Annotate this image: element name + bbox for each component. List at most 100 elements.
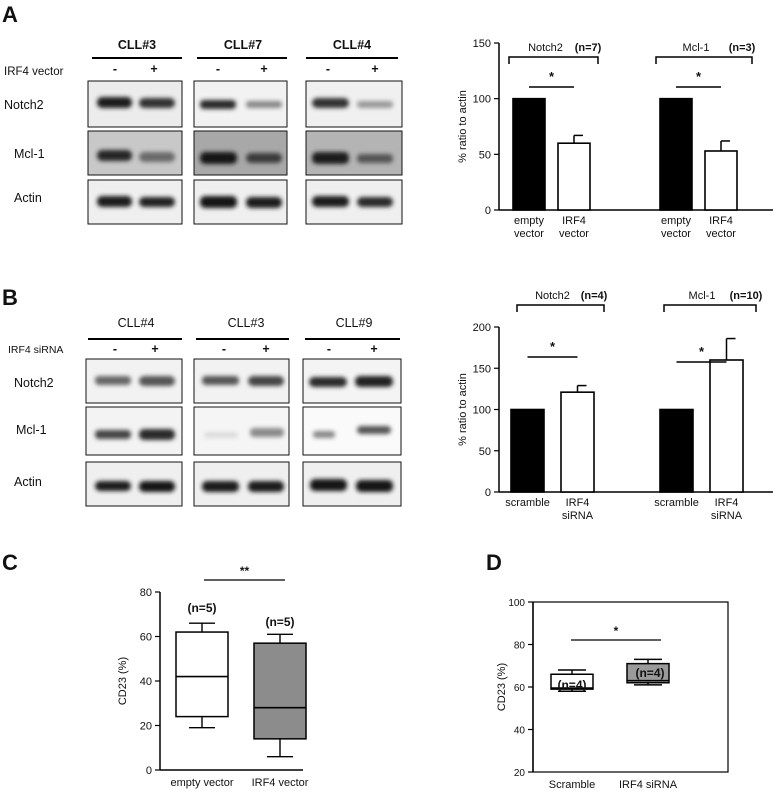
blot-band <box>357 426 391 434</box>
box <box>175 631 229 718</box>
blot-a-lane-plus-2: + <box>260 62 267 76</box>
blot-b-sample-2: CLL#3 <box>228 316 265 330</box>
blot-a-sample-3: CLL#4 <box>333 38 371 52</box>
blot-a-lane-plus-3: + <box>371 62 378 76</box>
blot-band <box>357 197 393 207</box>
blot-band <box>202 376 239 385</box>
blot-band <box>246 197 282 208</box>
blot-band <box>248 481 284 492</box>
x-tick-label: IRF4 <box>566 497 590 509</box>
bar <box>512 97 546 211</box>
group-title: Notch2 <box>528 42 563 54</box>
y-axis-label: CD23 (%) <box>117 657 129 705</box>
blot-band <box>97 97 132 108</box>
western-blot-b: CLL#4 CLL#3 CLL#9 IRF4 siRNA - + - + - +… <box>8 316 402 507</box>
blot-band <box>312 196 349 207</box>
x-tick-label: scramble <box>654 497 699 509</box>
bar <box>659 408 694 493</box>
blot-band <box>139 429 175 440</box>
y-tick-label: 150 <box>473 38 491 50</box>
panel-label-d: D <box>486 550 502 575</box>
blot-b-lane-minus-1: - <box>113 342 117 356</box>
x-tick-label: vector <box>559 228 589 240</box>
blot-band <box>139 376 175 386</box>
y-tick-label: 40 <box>140 676 152 688</box>
blot-band <box>95 376 131 385</box>
x-tick-label: empty <box>514 215 544 227</box>
blot-band <box>95 430 131 439</box>
panel-label-c: C <box>2 550 18 575</box>
significance-marker: * <box>696 69 702 84</box>
blot-b-lane-plus-1: + <box>151 342 158 356</box>
blot-band <box>200 100 236 109</box>
blot-b-lane-plus-3: + <box>370 342 377 356</box>
blot-a-lane-minus-2: - <box>216 62 220 76</box>
y-tick-label: 150 <box>473 363 491 375</box>
blot-a-row-actin: Actin <box>14 191 42 205</box>
panel-label-a: A <box>2 2 18 27</box>
x-tick-label: scramble <box>505 497 550 509</box>
y-tick-label: 20 <box>140 721 152 733</box>
blot-b-row-notch2: Notch2 <box>14 376 54 390</box>
x-tick-label: siRNA <box>711 510 743 522</box>
blot-band <box>246 101 282 108</box>
y-tick-label: 40 <box>514 726 526 737</box>
group-bracket <box>508 56 599 64</box>
blot-band <box>97 150 132 161</box>
blot-band <box>357 101 393 108</box>
blot-band <box>139 197 175 207</box>
group-n-label: (n=7) <box>575 42 602 54</box>
box <box>626 662 670 684</box>
x-tick-label: empty <box>661 215 691 227</box>
x-tick-label: IRF4 <box>562 215 586 227</box>
y-tick-label: 0 <box>485 487 491 499</box>
group-n-label: (n=10) <box>730 290 763 302</box>
group-title: Mcl-1 <box>689 290 716 302</box>
significance-marker: * <box>549 69 555 84</box>
n-label: (n=4) <box>557 678 586 692</box>
blot-a-lane-plus-1: + <box>150 62 157 76</box>
y-tick-label: 100 <box>473 94 491 106</box>
blot-band <box>139 152 175 162</box>
blot-b-sample-3: CLL#9 <box>336 316 373 330</box>
blot-band <box>356 480 393 492</box>
bar <box>510 408 545 493</box>
blot-b-lane-minus-2: - <box>222 342 226 356</box>
blot-band <box>312 98 349 108</box>
x-tick-label: vector <box>706 228 736 240</box>
y-tick-label: 0 <box>485 205 491 217</box>
n-label: (n=5) <box>265 615 294 629</box>
bar <box>709 359 744 493</box>
blot-a-row-notch2: Notch2 <box>4 98 44 112</box>
blot-band <box>250 428 284 437</box>
blot-band <box>246 153 282 163</box>
box-plot-d: 20 40 60 80 100 CD23 (%) Scramble (n=4) IRF4 siR… <box>496 598 729 791</box>
y-tick-label: 60 <box>140 632 152 644</box>
x-tick-label: empty vector <box>171 777 234 789</box>
blot-b-sample-1: CLL#4 <box>118 316 155 330</box>
blot-b-condition-label: IRF4 siRNA <box>8 344 63 356</box>
y-tick-label: 100 <box>473 405 491 417</box>
blot-band <box>313 431 335 438</box>
blot-band <box>204 432 238 438</box>
y-tick-label: 80 <box>140 587 152 599</box>
bar <box>704 150 738 211</box>
group-bracket <box>516 304 605 312</box>
group-bracket <box>663 304 757 312</box>
x-tick-label: Scramble <box>549 779 595 791</box>
blot-band <box>355 376 393 387</box>
blot-band <box>139 481 175 492</box>
y-tick-label: 0 <box>146 765 152 777</box>
y-axis-label: % ratio to actin <box>457 373 469 446</box>
blot-a-lane-minus-3: - <box>326 62 330 76</box>
blot-b-lane-plus-2: + <box>262 342 269 356</box>
box <box>550 673 594 690</box>
y-tick-label: 80 <box>514 641 526 652</box>
blot-a-row-mcl1: Mcl-1 <box>14 147 45 161</box>
y-axis-label: % ratio to actin <box>457 90 469 163</box>
x-tick-label: IRF4 <box>715 497 739 509</box>
bar <box>560 391 595 493</box>
group-n-label: (n=4) <box>581 290 608 302</box>
x-tick-label: IRF4 vector <box>252 777 309 789</box>
